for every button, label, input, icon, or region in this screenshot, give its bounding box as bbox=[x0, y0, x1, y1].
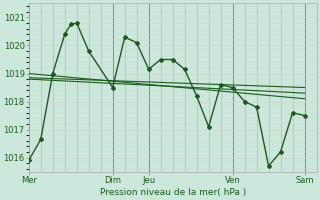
X-axis label: Pression niveau de la mer( hPa ): Pression niveau de la mer( hPa ) bbox=[100, 188, 246, 197]
